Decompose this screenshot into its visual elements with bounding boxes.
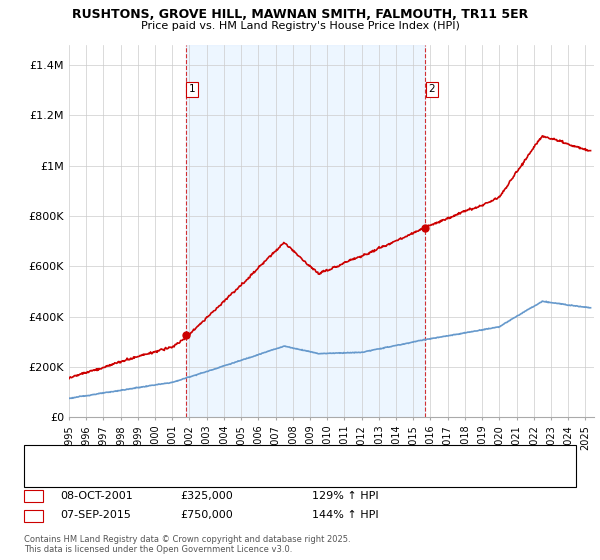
Text: —: — [36, 463, 52, 478]
Text: —: — [36, 445, 52, 459]
Text: 1: 1 [30, 491, 37, 501]
Text: 144% ↑ HPI: 144% ↑ HPI [312, 510, 379, 520]
Text: 07-SEP-2015: 07-SEP-2015 [60, 510, 131, 520]
Text: RUSHTONS, GROVE HILL, MAWNAN SMITH, FALMOUTH, TR11 5ER (detached house): RUSHTONS, GROVE HILL, MAWNAN SMITH, FALM… [63, 447, 471, 457]
Text: Contains HM Land Registry data © Crown copyright and database right 2025.
This d: Contains HM Land Registry data © Crown c… [24, 535, 350, 554]
Text: £325,000: £325,000 [180, 491, 233, 501]
Text: 2: 2 [428, 85, 435, 95]
Text: £750,000: £750,000 [180, 510, 233, 520]
Text: 1: 1 [189, 85, 196, 95]
Text: 08-OCT-2001: 08-OCT-2001 [60, 491, 133, 501]
Text: RUSHTONS, GROVE HILL, MAWNAN SMITH, FALMOUTH, TR11 5ER: RUSHTONS, GROVE HILL, MAWNAN SMITH, FALM… [72, 8, 528, 21]
Text: Price paid vs. HM Land Registry's House Price Index (HPI): Price paid vs. HM Land Registry's House … [140, 21, 460, 31]
Text: 129% ↑ HPI: 129% ↑ HPI [312, 491, 379, 501]
Bar [185, 45, 425, 417]
Text: 2: 2 [30, 510, 37, 520]
Text: HPI: Average price, detached house, Cornwall: HPI: Average price, detached house, Corn… [63, 465, 286, 475]
